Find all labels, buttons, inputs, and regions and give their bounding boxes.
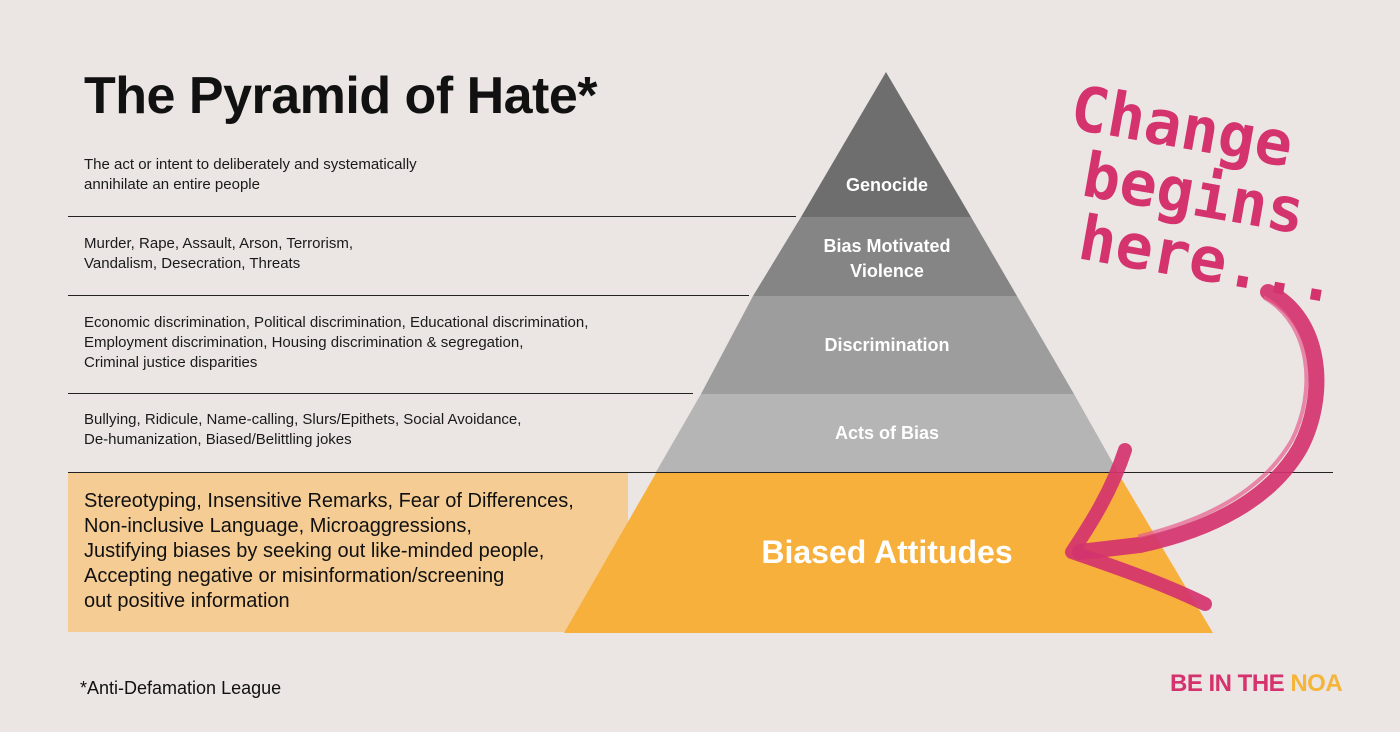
description-line: Bullying, Ridicule, Name-calling, Slurs/… [84,411,522,428]
description-line: De-humanization, Biased/Belittling jokes [84,431,352,448]
tier-label-discrimination: Discrimination [824,335,950,355]
pyramid-tier-violence [753,217,1017,296]
description-line: annihilate an entire people [84,176,260,193]
description-line: Murder, Rape, Assault, Arson, Terrorism, [84,235,353,252]
pyramid-tier-biased-attitudes [564,473,1213,633]
description-line: out positive information [84,590,290,612]
biased-attitudes-description: Stereotyping, Insensitive Remarks, Fear … [84,489,574,614]
description-line: Justifying biases by seeking out like-mi… [84,540,545,562]
divider-2 [68,295,749,296]
acts-of-bias-description: Bullying, Ridicule, Name-calling, Slurs/… [84,410,521,450]
tier-label-line: Violence [850,261,924,281]
pyramid-tier-genocide [801,72,971,217]
description-line: Economic discrimination, Political discr… [84,314,589,331]
discrimination-description: Economic discrimination, Political discr… [84,313,588,373]
logo-part-2: NOA [1290,670,1343,697]
tier-label-acts-of-bias: Acts of Bias [834,423,940,443]
description-line: Non-inclusive Language, Microaggressions… [84,515,472,537]
genocide-description: The act or intent to deliberately and sy… [84,155,417,195]
pyramid-tier-acts-of-bias [656,394,1118,472]
page-title: The Pyramid of Hate* [84,67,598,125]
divider-1 [68,216,796,217]
description-line: The act or intent to deliberately and sy… [84,156,417,173]
tier-label-genocide: Genocide [845,175,929,195]
description-line: Employment discrimination, Housing discr… [84,334,524,351]
description-line: Stereotyping, Insensitive Remarks, Fear … [84,490,574,512]
biased-attitudes-band [68,473,628,632]
tier-label-violence: Bias Motivated Violence [737,234,1037,284]
divider-4 [68,472,1333,473]
footnote: *Anti-Defamation League [80,678,282,698]
tier-label-line: Bias Motivated [823,236,951,256]
violence-description: Murder, Rape, Assault, Arson, Terrorism,… [84,234,353,274]
tier-label-biased-attitudes: Biased Attitudes [761,534,1013,570]
logo-part-1: BE IN THE [1170,670,1291,697]
description-line: Accepting negative or misinformation/scr… [84,565,505,587]
divider-3 [68,393,693,394]
description-line: Criminal justice disparities [84,354,258,371]
logo: BE IN THE NOA [1170,670,1343,698]
pyramid-tier-discrimination [701,296,1074,394]
description-line: Vandalism, Desecration, Threats [84,255,301,272]
change-arrow-icon [1065,284,1325,611]
